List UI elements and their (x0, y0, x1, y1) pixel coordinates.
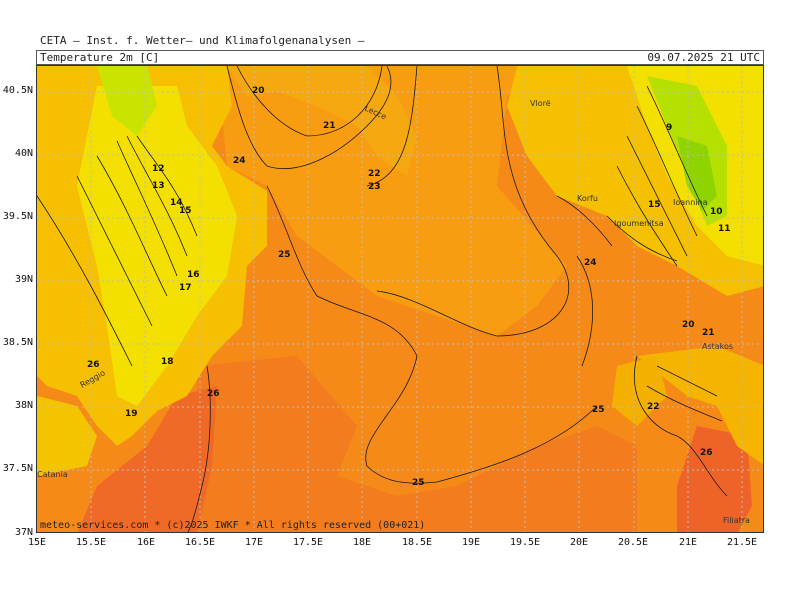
lat-tick: 37.5N (2, 463, 33, 474)
contour-label: 20 (252, 86, 265, 96)
lon-tick: 21.5E (726, 537, 758, 548)
lon-tick: 17.5E (292, 537, 324, 548)
contour-label: 11 (718, 224, 731, 234)
calabria-mild (77, 86, 237, 406)
sea-hot-zone-south (77, 386, 217, 532)
contour-label: 17 (179, 283, 192, 293)
contour-label: 24 (584, 258, 597, 268)
lon-tick: 17E (244, 537, 264, 548)
lat-tick: 38N (14, 400, 33, 411)
valid-time: 09.07.2025 21 UTC (647, 51, 760, 64)
lon-tick: 20.5E (617, 537, 649, 548)
lon-tick: 15E (27, 537, 47, 548)
place-name: Filiatra (723, 516, 750, 525)
lat-tick: 40.5N (2, 85, 33, 96)
lat-tick: 38.5N (2, 337, 33, 348)
contour-label: 12 (152, 164, 165, 174)
contour-label: 22 (368, 169, 381, 179)
contour-label: 9 (666, 123, 672, 133)
contour-label: 14 (170, 198, 183, 208)
sea-hot-zone-east (677, 426, 752, 532)
contour-label: 26 (700, 448, 713, 458)
place-name: Korfu (577, 194, 598, 203)
lon-tick: 21E (678, 537, 698, 548)
sea-cool-zone (217, 66, 567, 336)
place-name: Igoumenitsa (614, 219, 664, 228)
variable-box (36, 50, 764, 65)
lon-tick: 16.5E (184, 537, 216, 548)
contour-label: 24 (233, 156, 246, 166)
footer-credit: meteo-services.com * (c)2025 IWKF * All … (40, 520, 426, 531)
contour-label: 23 (368, 182, 381, 192)
contour-label: 21 (323, 121, 336, 131)
lon-tick: 18.5E (401, 537, 433, 548)
contour-label: 25 (278, 250, 291, 260)
contour-label: 15 (648, 200, 661, 210)
contour-label: 18 (161, 357, 174, 367)
lat-tick: 37N (14, 527, 33, 538)
contour-label: 20 (682, 320, 695, 330)
temperature-map: 20 21 22 23 24 25 26 12 13 14 15 16 17 1… (36, 65, 764, 533)
map-canvas: 20 21 22 23 24 25 26 12 13 14 15 16 17 1… (37, 66, 763, 532)
graticule (37, 66, 763, 532)
lat-tick: 39.5N (2, 211, 33, 222)
lat-tick: 40N (14, 148, 33, 159)
lon-tick: 20E (569, 537, 589, 548)
lon-tick: 15.5E (75, 537, 107, 548)
lon-tick: 19E (461, 537, 481, 548)
contour-label: 21 (702, 328, 715, 338)
place-name: Catania (37, 470, 68, 479)
header-title: CETA — Inst. f. Wetter— und Klimafolgena… (40, 34, 365, 47)
contour-label: 25 (412, 478, 425, 488)
contour-label: 15 (179, 206, 192, 216)
kefalonia-land (612, 356, 667, 426)
sea-warm-zone (197, 356, 637, 532)
peloponnese-land (637, 346, 763, 465)
lon-tick: 18E (352, 537, 372, 548)
contour-label: 10 (710, 207, 723, 217)
contour-label: 22 (647, 402, 660, 412)
salento-land (227, 66, 417, 176)
sicily-land (37, 396, 97, 476)
contour-label: 13 (152, 181, 165, 191)
contour-label: 26 (207, 389, 220, 399)
contour-labels: 20 21 22 23 24 25 26 12 13 14 15 16 17 1… (87, 86, 731, 488)
contour-label: 26 (87, 360, 100, 370)
contour-label: 25 (592, 405, 605, 415)
calabria-cool (97, 66, 157, 136)
lat-tick: 39N (14, 274, 33, 285)
place-name: Ioannina (673, 198, 708, 207)
place-name: Astakos (702, 342, 733, 351)
contours (37, 66, 728, 532)
lon-tick: 19.5E (509, 537, 541, 548)
contour-label: 16 (187, 270, 200, 280)
lon-tick: 16E (136, 537, 156, 548)
variable-label: Temperature 2m [C] (40, 51, 160, 64)
contour-label: 19 (125, 409, 138, 419)
place-name: Vlorë (530, 99, 551, 108)
